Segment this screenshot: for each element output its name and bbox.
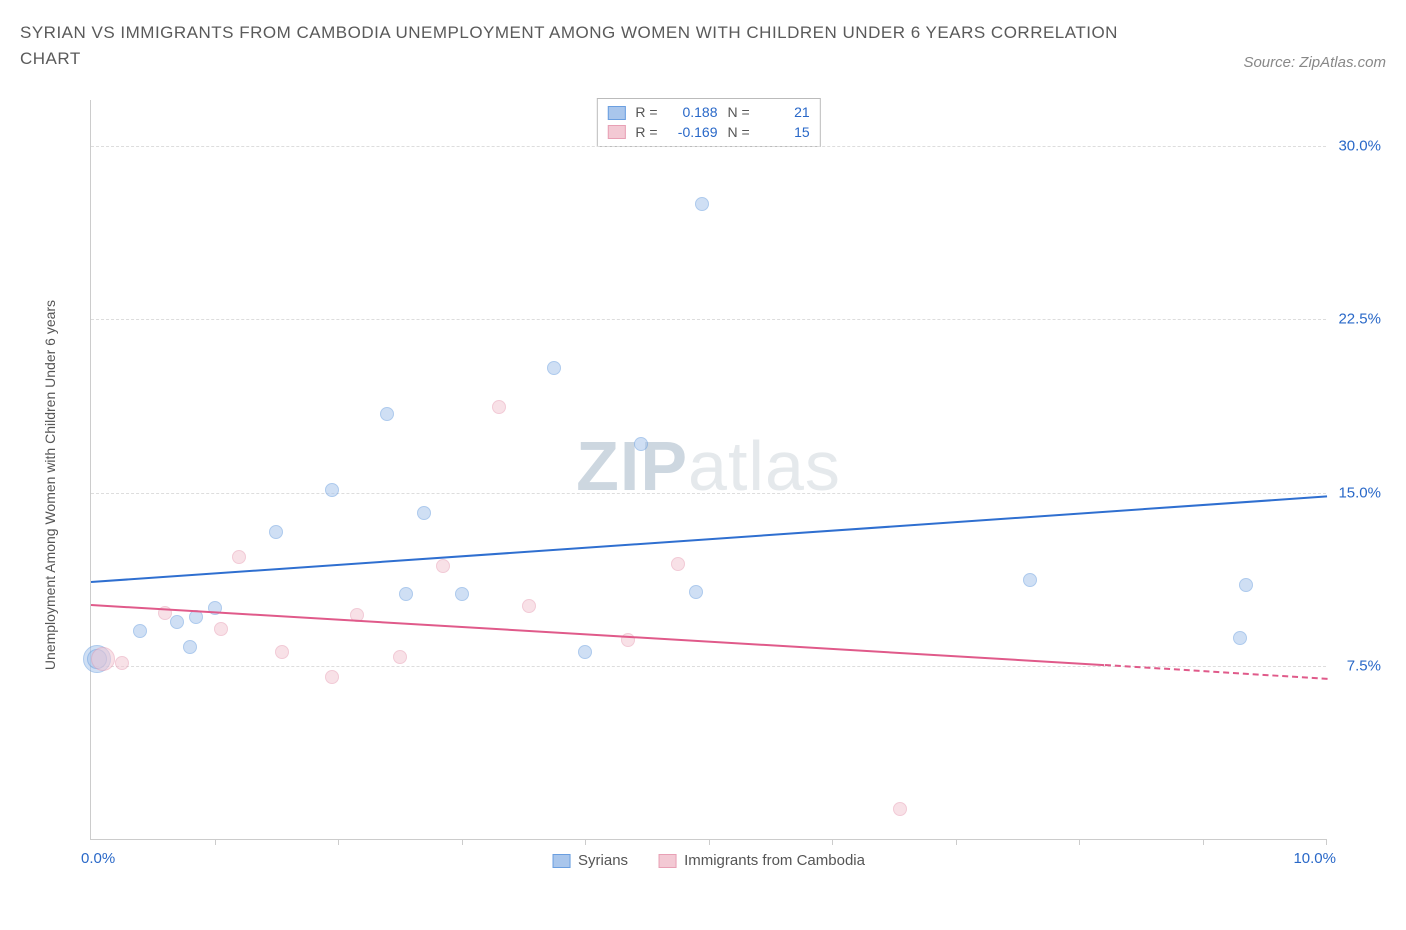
x-tick xyxy=(832,839,833,845)
x-tick xyxy=(1203,839,1204,845)
legend-swatch-syrians xyxy=(552,854,570,868)
data-point xyxy=(695,197,709,211)
y-tick-label: 22.5% xyxy=(1331,311,1381,328)
legend: Syrians Immigrants from Cambodia xyxy=(552,852,865,869)
data-point xyxy=(671,557,685,571)
data-point xyxy=(325,670,339,684)
swatch-cambodia xyxy=(607,125,625,139)
y-tick-label: 30.0% xyxy=(1331,138,1381,155)
x-tick xyxy=(1326,839,1327,845)
data-point xyxy=(436,559,450,573)
data-point xyxy=(325,483,339,497)
data-point xyxy=(269,525,283,539)
data-point xyxy=(492,400,506,414)
data-point xyxy=(232,550,246,564)
data-point xyxy=(275,645,289,659)
data-point xyxy=(1239,578,1253,592)
trend-line xyxy=(91,495,1327,583)
stats-n-val-2: 15 xyxy=(760,123,810,143)
data-point xyxy=(399,587,413,601)
plot-area: ZIPatlas R = 0.188 N = 21 R = -0.169 N =… xyxy=(90,100,1326,840)
data-point xyxy=(455,587,469,601)
data-point xyxy=(133,624,147,638)
chart-header: SYRIAN VS IMMIGRANTS FROM CAMBODIA UNEMP… xyxy=(20,20,1386,71)
source-label: Source: ZipAtlas.com xyxy=(1243,54,1386,71)
legend-item-syrians: Syrians xyxy=(552,852,628,869)
data-point xyxy=(214,622,228,636)
legend-swatch-cambodia xyxy=(658,854,676,868)
chart-title: SYRIAN VS IMMIGRANTS FROM CAMBODIA UNEMP… xyxy=(20,20,1120,71)
x-tick xyxy=(956,839,957,845)
stats-r-val-2: -0.169 xyxy=(668,123,718,143)
stats-n-val-1: 21 xyxy=(760,103,810,123)
data-point xyxy=(893,802,907,816)
x-tick xyxy=(585,839,586,845)
gridline xyxy=(91,319,1326,320)
swatch-syrians xyxy=(607,106,625,120)
stats-r-val-1: 0.188 xyxy=(668,103,718,123)
stats-box: R = 0.188 N = 21 R = -0.169 N = 15 xyxy=(596,98,820,147)
x-tick xyxy=(1079,839,1080,845)
data-point xyxy=(170,615,184,629)
data-point xyxy=(91,647,115,671)
legend-label-2: Immigrants from Cambodia xyxy=(684,852,865,869)
legend-label-1: Syrians xyxy=(578,852,628,869)
y-tick-label: 7.5% xyxy=(1331,657,1381,674)
x-tick xyxy=(215,839,216,845)
data-point xyxy=(115,656,129,670)
stats-n-label: N = xyxy=(728,103,750,123)
data-point xyxy=(522,599,536,613)
y-tick-label: 15.0% xyxy=(1331,484,1381,501)
stats-row-1: R = 0.188 N = 21 xyxy=(607,103,809,123)
data-point xyxy=(393,650,407,664)
data-point xyxy=(1023,573,1037,587)
data-point xyxy=(634,437,648,451)
gridline xyxy=(91,146,1326,147)
stats-r-label-2: R = xyxy=(635,123,657,143)
chart-area: Unemployment Among Women with Children U… xyxy=(60,100,1386,870)
stats-r-label: R = xyxy=(635,103,657,123)
y-axis-label: Unemployment Among Women with Children U… xyxy=(42,300,58,670)
x-tick xyxy=(709,839,710,845)
data-point xyxy=(380,407,394,421)
data-point xyxy=(578,645,592,659)
stats-row-2: R = -0.169 N = 15 xyxy=(607,123,809,143)
data-point xyxy=(1233,631,1247,645)
legend-item-cambodia: Immigrants from Cambodia xyxy=(658,852,865,869)
x-tick xyxy=(462,839,463,845)
trend-line xyxy=(91,604,1105,666)
x-max-label: 10.0% xyxy=(1293,850,1336,867)
x-min-label: 0.0% xyxy=(81,850,115,867)
data-point xyxy=(547,361,561,375)
x-tick xyxy=(338,839,339,845)
gridline xyxy=(91,493,1326,494)
data-point xyxy=(183,640,197,654)
data-point xyxy=(417,506,431,520)
stats-n-label-2: N = xyxy=(728,123,750,143)
data-point xyxy=(689,585,703,599)
